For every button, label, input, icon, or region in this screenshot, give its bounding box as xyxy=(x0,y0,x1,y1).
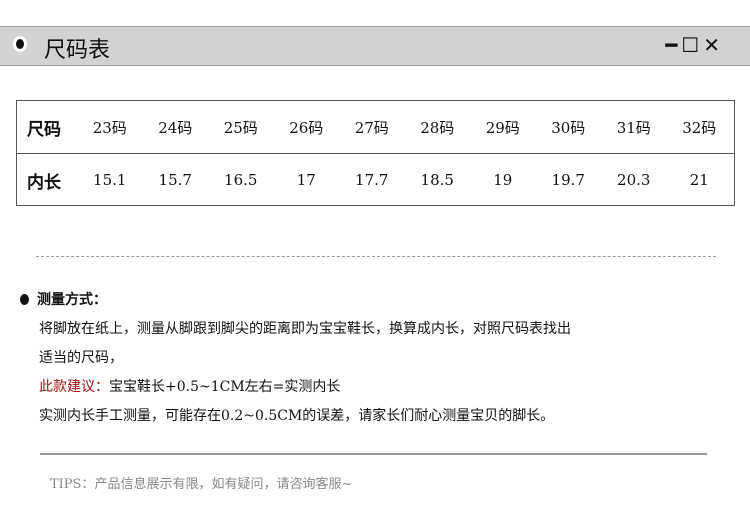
window-title: 尺码表 xyxy=(44,38,111,63)
measurement-section: 测量方式： 将脚放在纸上，测量从脚跟到脚尖的距离即为宝宝鞋长，换算成内长，对照尺… xyxy=(20,286,571,431)
length-cell: 17.7 xyxy=(355,171,389,189)
length-cell: 16.5 xyxy=(224,171,258,189)
size-cell: 28码 xyxy=(420,118,455,137)
length-header: 内长 xyxy=(27,172,61,193)
bullet-icon xyxy=(16,39,24,49)
method-line: 实测内长手工测量，可能存在0.2~0.5CM的误差，请家长们耐心测量宝贝的脚长。 xyxy=(39,408,555,424)
method-line: 适当的尺码， xyxy=(39,350,123,366)
size-cell: 25码 xyxy=(223,118,258,137)
length-cell: 21 xyxy=(689,171,709,189)
size-cell: 29码 xyxy=(485,118,520,137)
size-cell: 32码 xyxy=(682,118,717,137)
size-cell: 24码 xyxy=(158,118,193,137)
size-cell: 26码 xyxy=(289,118,324,137)
method-heading: 测量方式： xyxy=(37,292,107,308)
size-cell: 27码 xyxy=(354,118,389,137)
size-table: 尺码 23码 24码 25码 26码 27码 28码 29码 30码 31码 32码 内长 15.… xyxy=(16,100,735,206)
bullet-icon xyxy=(20,294,29,305)
size-header: 尺码 xyxy=(27,119,61,140)
tips-text: TIPS：产品信息展示有限，如有疑问，请咨询客服~ xyxy=(50,477,353,492)
length-cell: 20.3 xyxy=(617,171,651,189)
size-cell: 31码 xyxy=(616,118,651,137)
dashed-divider xyxy=(36,256,716,257)
length-row: 内长 15.1 15.7 16.5 17 17.7 18.5 19 19.7 20.3 21 xyxy=(17,154,734,206)
size-cell: 23码 xyxy=(92,118,127,137)
advice-label: 此款建议： xyxy=(39,379,109,395)
method-line: 将脚放在纸上，测量从脚跟到脚尖的距离即为宝宝鞋长，换算成内长，对照尺码表找出 xyxy=(39,321,571,337)
length-cell: 19.7 xyxy=(551,171,585,189)
length-cell: 15.1 xyxy=(93,171,127,189)
size-cell: 30码 xyxy=(551,118,586,137)
length-cell: 17 xyxy=(296,171,316,189)
title-bar: 尺码表 ━☐✕ xyxy=(0,26,750,66)
length-cell: 15.7 xyxy=(158,171,192,189)
minimize-icon[interactable]: ━ xyxy=(665,33,682,57)
advice-text: 宝宝鞋长+0.5~1CM左右=实测内长 xyxy=(109,379,341,395)
length-cell: 18.5 xyxy=(420,171,454,189)
close-icon[interactable]: ✕ xyxy=(703,33,724,57)
advice-line: 此款建议：宝宝鞋长+0.5~1CM左右=实测内长 xyxy=(20,373,571,402)
length-cell: 19 xyxy=(493,171,513,189)
maximize-icon[interactable]: ☐ xyxy=(681,33,704,57)
window-controls: ━☐✕ xyxy=(665,33,724,57)
size-row: 尺码 23码 24码 25码 26码 27码 28码 29码 30码 31码 32码 xyxy=(17,101,734,154)
solid-divider xyxy=(40,453,707,455)
